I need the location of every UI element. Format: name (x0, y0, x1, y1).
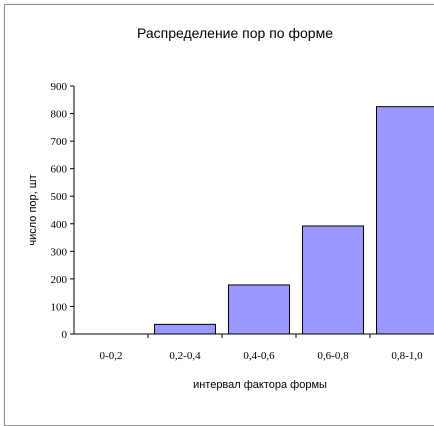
bar (229, 285, 290, 334)
y-tick-label: 100 (51, 301, 68, 313)
x-tick-label: 0,2-0,4 (169, 350, 201, 362)
y-tick-label: 500 (51, 191, 68, 203)
x-axis-title: интервал фактора формы (193, 379, 327, 391)
y-axis-ticks: 0 100 200 300 400 500 600 700 800 900 (51, 81, 75, 341)
y-tick-label: 800 (51, 109, 68, 121)
x-tick-label: 0,8-1,0 (391, 350, 423, 362)
x-tick-label: 0,4-0,6 (243, 350, 275, 362)
x-axis-ticks: 0-0,2 0,2-0,4 0,4-0,6 0,6-0,8 0,8-1,0 (100, 334, 434, 362)
y-tick-label: 700 (51, 136, 68, 148)
y-axis-title: число пор, шт (27, 174, 39, 245)
y-tick-label: 400 (51, 219, 68, 231)
x-tick-label: 0,6-0,8 (317, 350, 349, 362)
bar (303, 226, 364, 334)
y-tick-label: 900 (51, 81, 68, 93)
y-tick-label: 600 (51, 164, 68, 176)
chart: Распределение пор по форме 0 100 200 300 400… (0, 0, 434, 413)
bars (155, 107, 434, 334)
y-tick-label: 200 (51, 274, 68, 286)
y-tick-label: 300 (51, 246, 68, 258)
chart-title: Распределение пор по форме (137, 25, 333, 41)
bar (155, 324, 216, 334)
y-tick-label: 0 (62, 329, 68, 341)
bar (377, 107, 434, 334)
x-tick-label: 0-0,2 (100, 350, 123, 362)
